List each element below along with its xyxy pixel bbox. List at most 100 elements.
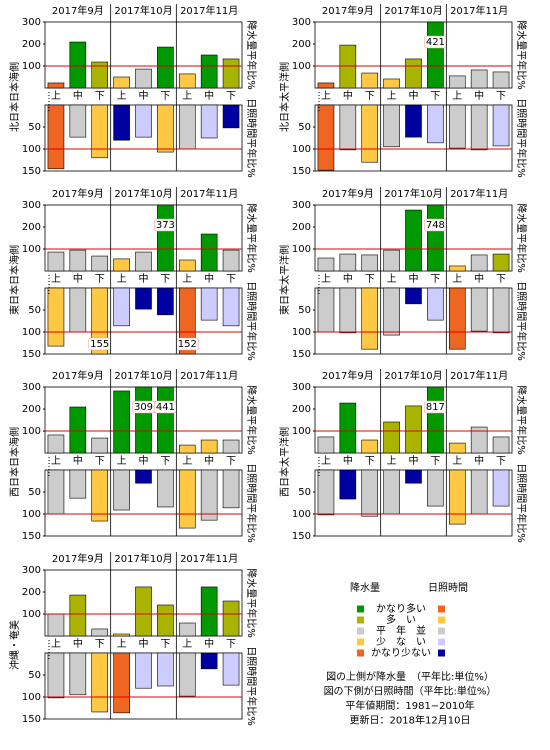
category-label: 下 (226, 91, 236, 102)
y2-axis-label: 日照時間平年比% (515, 463, 528, 543)
bar (178, 259, 196, 272)
y-tick-label: 100 (22, 244, 41, 255)
bar (448, 265, 466, 272)
y2-tick-label: 50 (28, 487, 41, 498)
month-label: 2017年11月 (180, 552, 238, 565)
category-label: 中 (139, 454, 149, 467)
note: 図の下側が日照時間（平年比:単位%） (324, 685, 497, 698)
category-label: 上 (51, 455, 61, 467)
category-label: 中 (409, 272, 419, 285)
bar (361, 104, 379, 163)
legend-label: かなり少ない (371, 647, 431, 659)
legend-swatch (357, 649, 364, 657)
y2-tick-label: 100 (292, 144, 311, 155)
month-label: 2017年9月 (52, 369, 104, 382)
bar (69, 249, 87, 272)
y2-tick-label: 50 (28, 305, 41, 316)
category-label: 中 (409, 454, 419, 467)
y-tick-label: 300 (292, 382, 311, 393)
month-label: 2017年9月 (322, 4, 374, 17)
note: 更新日：2018年12月10日 (350, 714, 471, 727)
category-label: 下 (160, 639, 170, 650)
category-label: 上 (387, 90, 397, 102)
category-label: 上 (452, 273, 462, 285)
value-label: 817 (426, 402, 445, 413)
region-title: 西日本日本海側 (8, 427, 21, 497)
y2-axis-label: 日照時間平年比% (515, 281, 528, 361)
bar (427, 104, 444, 144)
bar (405, 58, 422, 89)
category-label: 下 (226, 639, 236, 650)
bar (47, 434, 65, 454)
region-title: 北日本太平洋側 (278, 62, 291, 132)
category-label: 下 (365, 274, 375, 285)
y2-tick-label: 150 (292, 531, 311, 542)
month-label: 2017年10月 (114, 552, 172, 565)
y-tick-label: 100 (22, 609, 41, 620)
category-label: 上 (387, 455, 397, 467)
bar (69, 594, 87, 637)
y-axis-label: 降水量平年比% (515, 385, 528, 455)
month-label: 2017年10月 (384, 369, 442, 382)
bar (200, 586, 218, 637)
bar (492, 469, 510, 507)
category-label: 中 (474, 89, 484, 102)
bar (448, 75, 466, 89)
legend-header: 日照時間 (428, 582, 468, 594)
legend-swatch (357, 638, 364, 646)
note: 平年値期間：1981−2010年 (345, 699, 474, 712)
y2-axis-label: 日照時間平年比% (245, 98, 258, 178)
category-label: 下 (496, 91, 506, 102)
bar (448, 104, 466, 149)
legend-label: 多 い (386, 613, 416, 626)
category-label: 上 (452, 90, 462, 102)
y-tick-label: 200 (22, 222, 41, 233)
bar (222, 469, 240, 509)
bar (405, 405, 422, 454)
bar (222, 104, 240, 129)
bar (222, 249, 240, 272)
y-tick-label: 300 (22, 200, 41, 211)
category-label: 上 (51, 638, 61, 650)
y2-tick-label: 150 (22, 531, 41, 542)
y2-tick-label: 100 (292, 327, 311, 338)
bar (91, 652, 109, 713)
y2-tick-label: 150 (22, 349, 41, 360)
bar (405, 104, 422, 138)
month-label: 2017年9月 (52, 552, 104, 565)
bar (427, 287, 444, 321)
bar (492, 287, 510, 334)
bar (47, 82, 65, 89)
month-label: 2017年11月 (180, 369, 238, 382)
y2-tick-label: 150 (292, 349, 311, 360)
y2-tick-label: 50 (298, 305, 311, 316)
bar (470, 469, 488, 515)
y-axis-label: 降水量平年比% (515, 20, 528, 90)
y-tick-label: 200 (292, 404, 311, 415)
bar (178, 444, 196, 454)
bar (492, 436, 510, 454)
category-label: 上 (117, 638, 127, 650)
bar (448, 469, 466, 525)
category-label: 上 (51, 90, 61, 102)
y2-tick-label: 100 (22, 509, 41, 520)
category-label: 下 (160, 91, 170, 102)
bar (317, 104, 335, 171)
bar (200, 54, 218, 89)
bar (200, 233, 218, 272)
bar (178, 622, 196, 637)
category-label: 下 (226, 456, 236, 467)
bar (91, 469, 109, 522)
value-label: 309 (134, 402, 153, 413)
legend-swatch (357, 605, 364, 613)
category-label: 下 (226, 274, 236, 285)
month-label: 2017年11月 (180, 4, 238, 17)
bar (91, 628, 109, 637)
category-label: 上 (182, 90, 192, 102)
y-axis-label: 降水量平年比% (245, 568, 258, 638)
bar (317, 436, 335, 454)
bar (91, 61, 109, 89)
value-label: 152 (178, 339, 197, 350)
category-label: 中 (139, 89, 149, 102)
category-label: 下 (95, 274, 105, 285)
